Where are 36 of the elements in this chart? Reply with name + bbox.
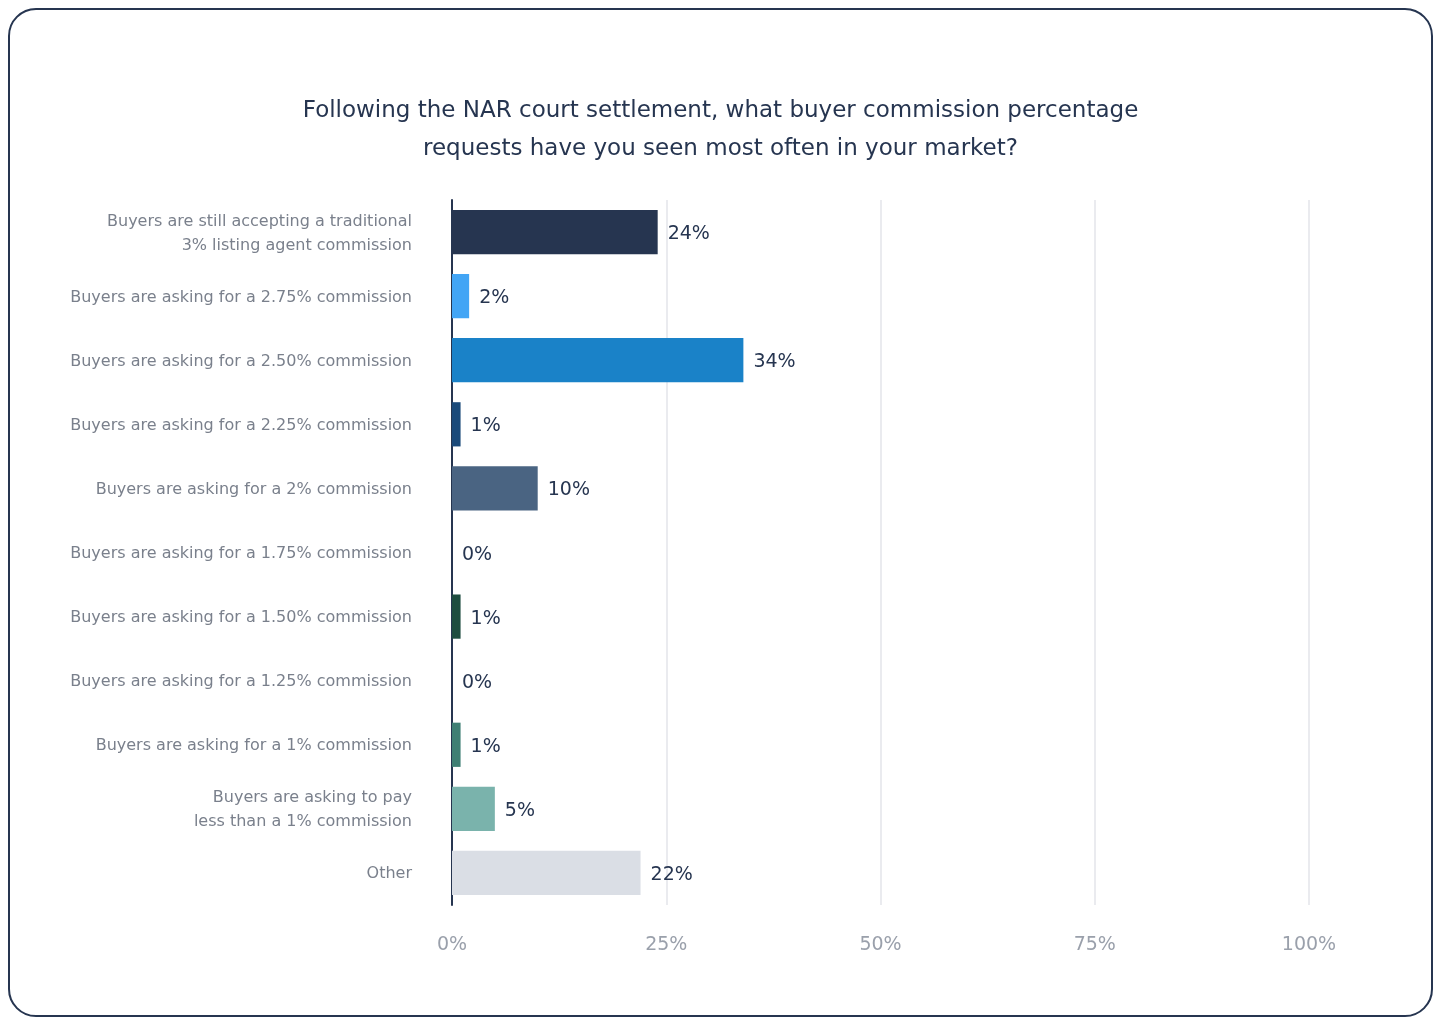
y-tick-label: Buyers are asking for a 2.50% commission [70, 350, 412, 370]
bar [452, 402, 461, 447]
bar [452, 338, 744, 383]
bar [452, 722, 461, 767]
x-tick-label: 25% [645, 931, 688, 954]
y-tick-label: Buyers are still accepting a traditional 3% listing agent commission [107, 210, 412, 254]
data-label: 22% [650, 861, 693, 884]
bar [452, 274, 470, 319]
y-tick-label: Buyers are asking for a 2% commission [95, 478, 412, 498]
data-label: 34% [753, 349, 796, 372]
data-label: 1% [470, 733, 501, 756]
bar [452, 594, 461, 639]
data-label: 0% [462, 541, 493, 564]
x-tick-label: 50% [859, 931, 902, 954]
data-label: 5% [504, 797, 536, 820]
y-tick-label: Buyers are asking for a 1.50% commission [70, 607, 412, 627]
y-tick-label: Buyers are asking to pay less than a 1% commission [193, 787, 412, 831]
data-label: 10% [547, 477, 590, 500]
chart-title: Following the NAR court settlement, what buyer commission percentage requests have you seen most often in your market? [302, 96, 1139, 160]
x-tick-label: 75% [1073, 931, 1116, 954]
y-tick-label: Buyers are asking for a 2.75% commission [70, 286, 412, 306]
data-label: 24% [667, 221, 710, 244]
y-tick-label: Buyers are asking for a 1.75% commission [70, 543, 412, 562]
y-tick-label: Other [366, 863, 413, 883]
bar [452, 466, 538, 511]
bar [452, 850, 641, 896]
data-label: 2% [479, 285, 510, 308]
data-label: 0% [462, 669, 493, 692]
y-tick-label: Buyers are asking for a 1% commission [95, 735, 412, 755]
y-tick-label: Buyers are asking for a 2.25% commission [70, 414, 412, 434]
data-label: 1% [470, 413, 501, 436]
x-tick-label: 0% [436, 931, 468, 954]
bar [452, 786, 495, 831]
data-label: 1% [470, 605, 501, 628]
x-tick-label: 100% [1281, 931, 1337, 954]
y-tick-label: Buyers are asking for a 1.25% commission [70, 671, 412, 691]
